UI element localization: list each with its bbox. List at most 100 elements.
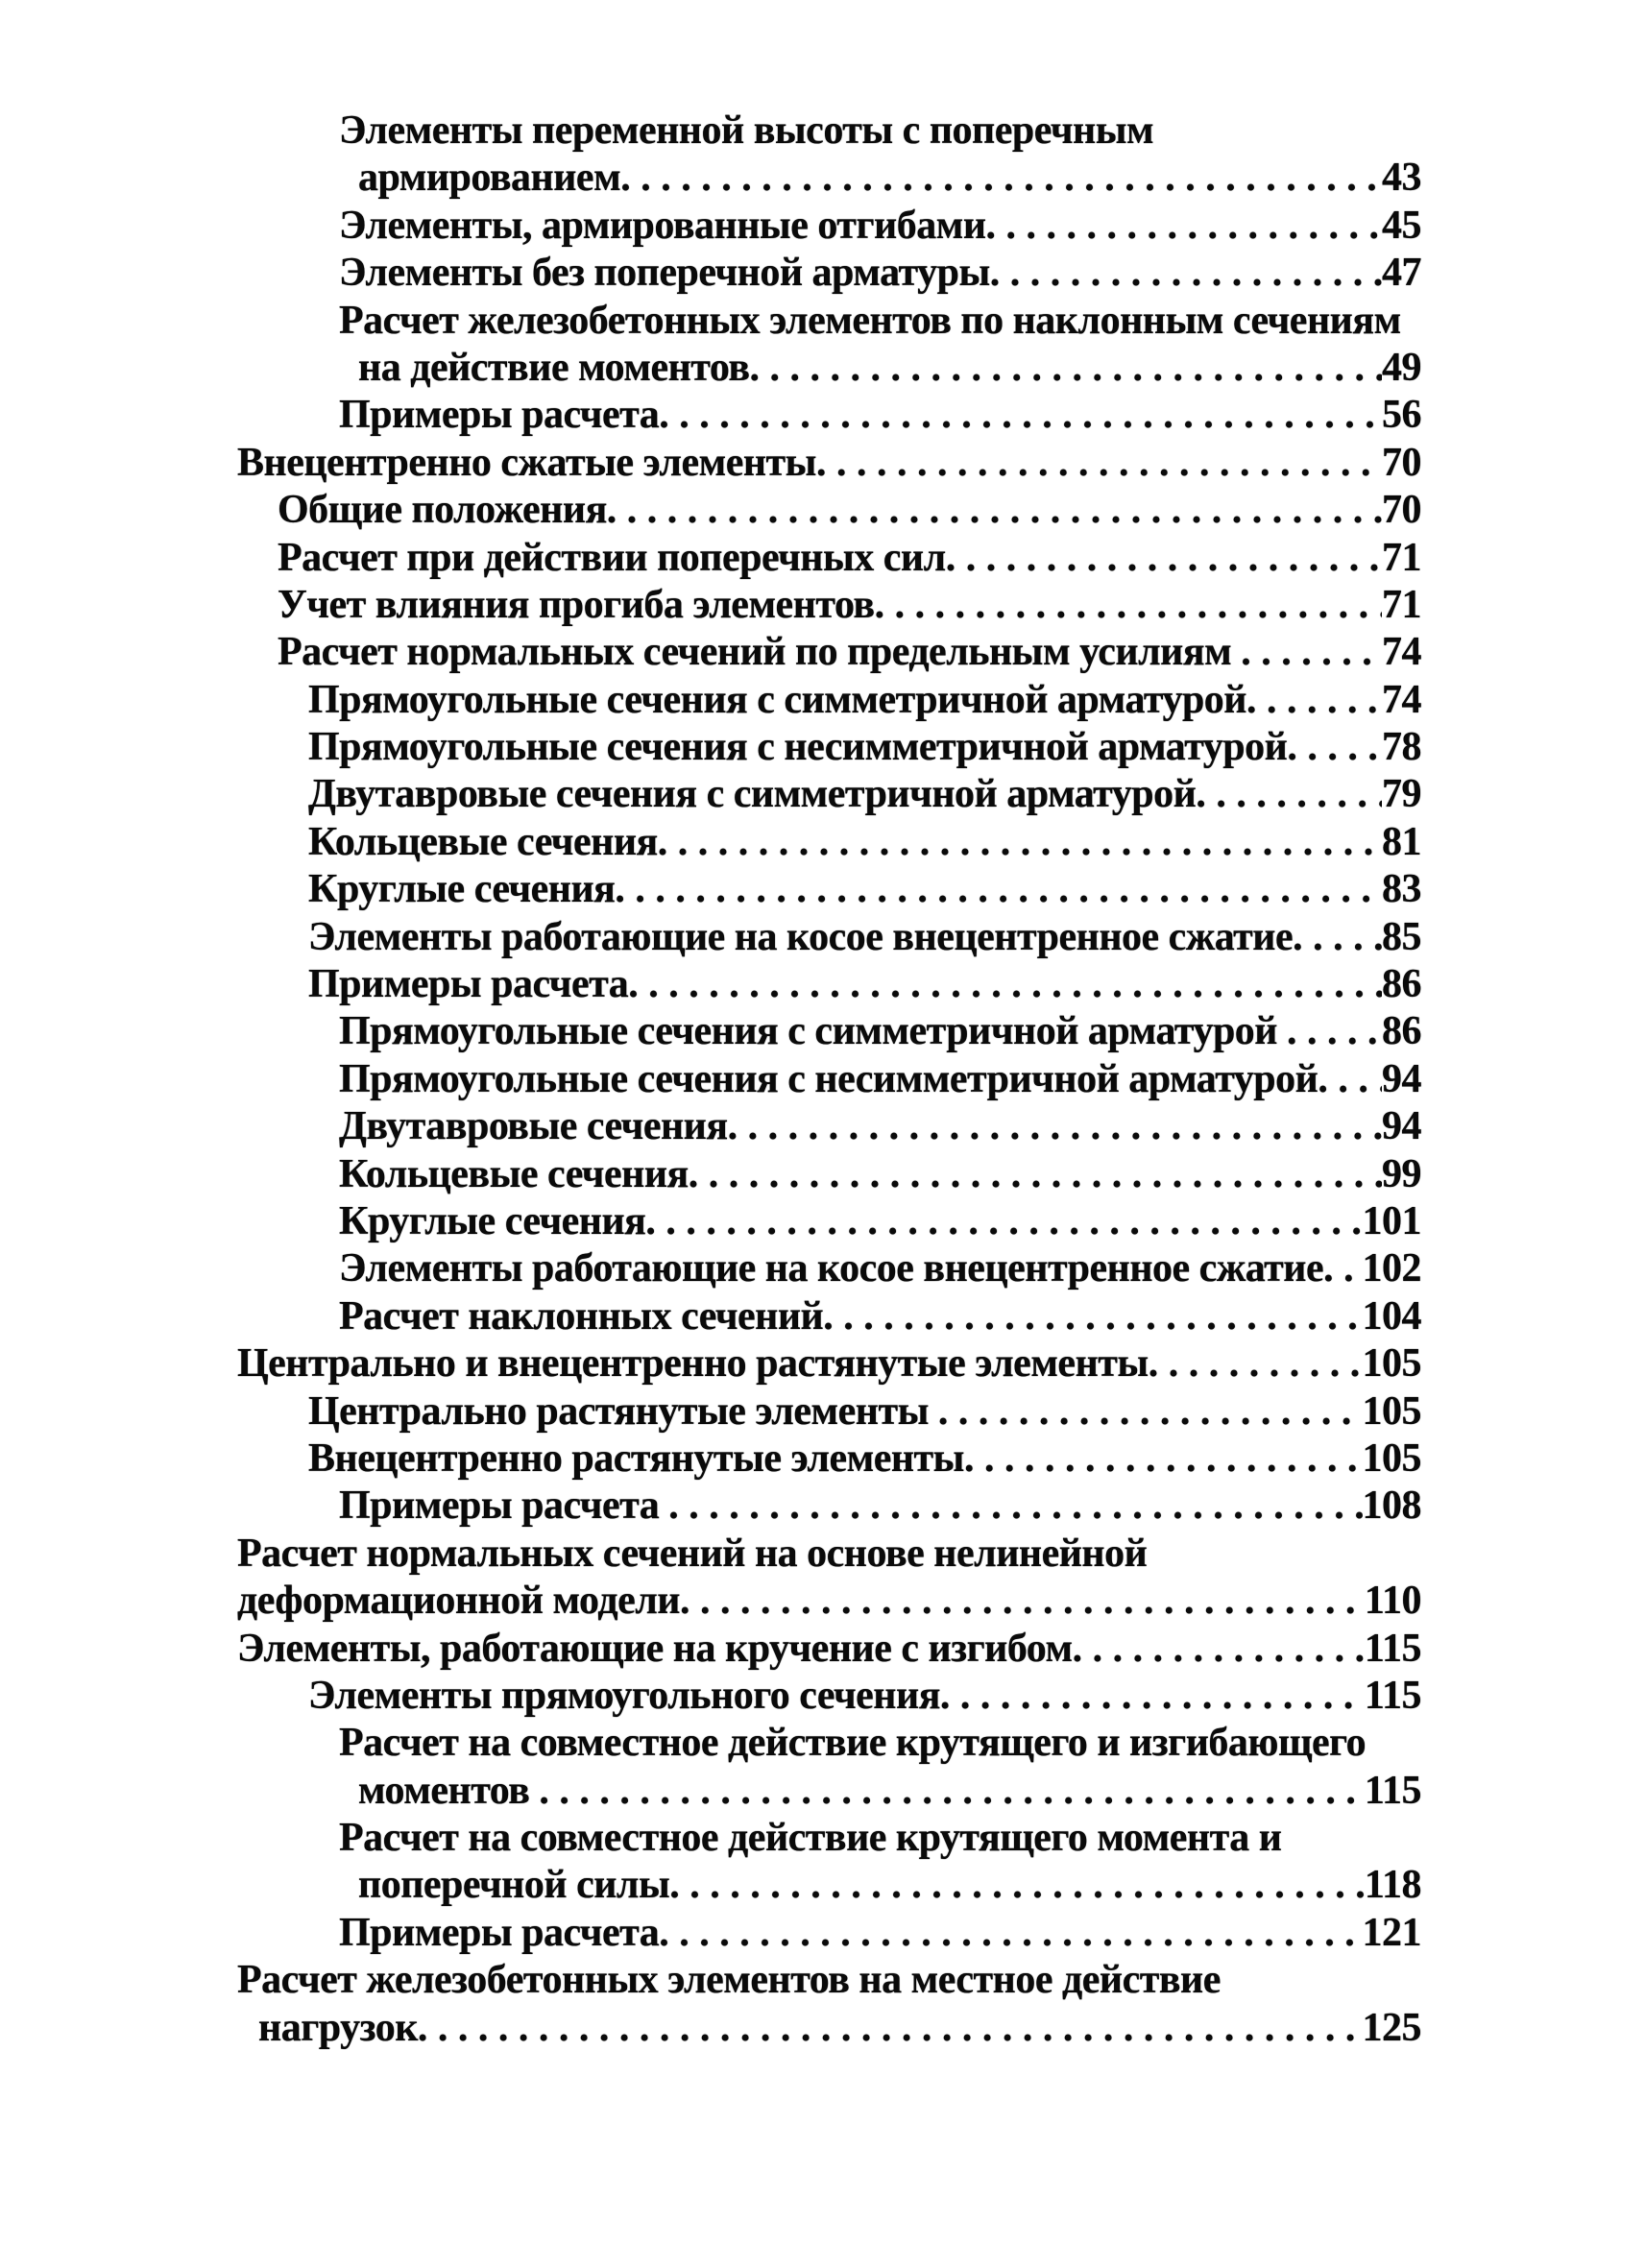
page-number: 118 bbox=[1364, 1863, 1422, 1908]
toc-line: Кольцевые сечения 99 bbox=[0, 1151, 1422, 1198]
toc-entry-text: моментов bbox=[358, 1768, 540, 1813]
page-number: 70 bbox=[1382, 440, 1422, 485]
toc-entry-text: Элементы, армированные отгибами bbox=[339, 203, 986, 248]
toc-entry-text: Круглые сечения bbox=[339, 1198, 646, 1243]
page-number: 49 bbox=[1382, 345, 1422, 390]
dot-leader bbox=[986, 203, 1382, 250]
toc-entry-text: Элементы прямоугольного сечения bbox=[308, 1673, 940, 1718]
toc-entry-text: Центрально растянутые элементы bbox=[308, 1388, 938, 1434]
toc-line: Расчет железобетонных элементов на местн… bbox=[0, 1957, 1421, 2004]
page-number: 105 bbox=[1362, 1388, 1422, 1434]
dot-leader bbox=[689, 1151, 1382, 1198]
dot-leader bbox=[946, 535, 1382, 582]
toc-line: Примеры расчета 121 bbox=[0, 1910, 1421, 1957]
toc-entry-text: Расчет при действии поперечных сил bbox=[278, 535, 946, 580]
dot-leader bbox=[938, 1388, 1363, 1436]
toc-entry-text: Расчет нормальных сечений на основе нели… bbox=[237, 1531, 1148, 1576]
page-number: 71 bbox=[1382, 582, 1422, 627]
toc-entry-text: Расчет наклонных сечений bbox=[339, 1293, 824, 1339]
toc-line: Расчет нормальных сечений на основе нели… bbox=[0, 1531, 1421, 1578]
page-number: 115 bbox=[1364, 1626, 1422, 1671]
toc-line: Внецентренно сжатые элементы 70 bbox=[0, 440, 1422, 487]
dot-leader bbox=[1246, 677, 1382, 724]
toc-line: Расчет на совместное действие крутящего … bbox=[0, 1815, 1421, 1862]
dot-leader bbox=[823, 1293, 1362, 1340]
toc-entry-text: Внецентренно сжатые элементы bbox=[237, 440, 816, 485]
page-number: 74 bbox=[1382, 630, 1422, 675]
toc-line: Элементы прямоугольного сечения 115 bbox=[0, 1673, 1422, 1720]
dot-leader bbox=[1149, 1340, 1363, 1387]
dot-leader bbox=[659, 1910, 1362, 1957]
toc-line: Прямоугольные сечения с симметричной арм… bbox=[0, 1008, 1422, 1055]
toc-line: Элементы, армированные отгибами 45 bbox=[0, 203, 1422, 250]
toc-line: Прямоугольные сечения с симметричной арм… bbox=[0, 677, 1422, 724]
dot-leader bbox=[1318, 1056, 1382, 1103]
toc-entry-text: Расчет нормальных сечений по предельным … bbox=[278, 630, 1242, 675]
toc-entry-text: поперечной силы bbox=[358, 1863, 670, 1908]
toc-entry-text: нагрузок bbox=[258, 2005, 418, 2050]
toc-line: Элементы без поперечной арматуры 47 bbox=[0, 250, 1422, 297]
dot-leader bbox=[659, 392, 1382, 439]
page-number: 99 bbox=[1382, 1151, 1422, 1196]
page-number: 70 bbox=[1382, 488, 1422, 533]
page-number: 101 bbox=[1362, 1198, 1422, 1243]
dot-leader bbox=[1323, 1245, 1362, 1292]
dot-leader bbox=[1287, 724, 1382, 771]
toc-line: Двутавровые сечения с симметричной армат… bbox=[0, 771, 1422, 818]
toc-list: Элементы переменной высоты с поперечным а… bbox=[0, 108, 1422, 2052]
toc-entry-text: Кольцевые сечения bbox=[339, 1151, 689, 1196]
page-number: 79 bbox=[1382, 772, 1422, 817]
toc-entry-text: Элементы работающие на косое внецентренн… bbox=[308, 914, 1294, 959]
toc-line: Расчет при действии поперечных сил 71 bbox=[0, 535, 1422, 582]
dot-leader bbox=[539, 1768, 1364, 1815]
toc-line: деформационной модели 110 bbox=[0, 1578, 1422, 1625]
page-number: 108 bbox=[1362, 1484, 1422, 1529]
toc-entry-text: Элементы, работающие на кручение с изгиб… bbox=[237, 1626, 1073, 1671]
toc-line: Учет влияния прогиба элементов 71 bbox=[0, 582, 1422, 629]
page-number: 125 bbox=[1362, 2005, 1422, 2050]
toc-entry-text: Центрально и внецентренно растянутые эле… bbox=[237, 1341, 1149, 1387]
toc-line: армированием 43 bbox=[0, 155, 1422, 202]
page-number: 86 bbox=[1382, 962, 1422, 1007]
toc-line: Элементы работающие на косое внецентренн… bbox=[0, 914, 1422, 961]
dot-leader bbox=[750, 345, 1383, 392]
toc-entry-text: Расчет на совместное действие крутящего … bbox=[339, 1721, 1367, 1766]
toc-entry-text: на действие моментов bbox=[358, 345, 750, 390]
toc-entry-text: Элементы работающие на косое внецентренн… bbox=[339, 1246, 1324, 1291]
page-number: 102 bbox=[1362, 1246, 1422, 1291]
toc-line: нагрузок 125 bbox=[0, 2005, 1421, 2052]
dot-leader bbox=[669, 1862, 1365, 1909]
dot-leader bbox=[628, 961, 1382, 1008]
dot-leader bbox=[658, 819, 1382, 866]
toc-line: Внецентренно растянутые элементы 105 bbox=[0, 1436, 1421, 1483]
page-number: 115 bbox=[1364, 1768, 1422, 1813]
dot-leader bbox=[1293, 914, 1382, 961]
dot-leader bbox=[680, 1578, 1365, 1625]
toc-line: Общие положения 70 bbox=[0, 487, 1422, 534]
page-number: 71 bbox=[1382, 535, 1422, 580]
toc-line: Расчет наклонных сечений 104 bbox=[0, 1293, 1421, 1340]
page-number: 83 bbox=[1382, 867, 1422, 912]
toc-line: моментов 115 bbox=[0, 1768, 1422, 1815]
dot-leader bbox=[615, 866, 1382, 913]
toc-entry-text: Кольцевые сечения bbox=[308, 819, 658, 864]
page-number: 56 bbox=[1382, 393, 1422, 438]
page-number: 105 bbox=[1362, 1341, 1422, 1387]
page-number: 105 bbox=[1362, 1436, 1422, 1481]
toc-line: Центрально и внецентренно растянутые эле… bbox=[0, 1340, 1421, 1387]
toc-line: Примеры расчета 86 bbox=[0, 961, 1422, 1008]
page-number: 78 bbox=[1382, 725, 1422, 770]
page-number: 94 bbox=[1382, 1056, 1422, 1101]
page-number: 121 bbox=[1362, 1910, 1422, 1955]
toc-line: на действие моментов 49 bbox=[0, 345, 1422, 392]
toc-entry-text: Примеры расчета bbox=[339, 393, 660, 438]
dot-leader bbox=[1073, 1626, 1365, 1673]
toc-line: Примеры расчета 108 bbox=[0, 1483, 1421, 1530]
toc-entry-text: Общие положения bbox=[278, 488, 607, 533]
toc-entry-text: деформационной модели bbox=[237, 1579, 681, 1624]
toc-line: Двутавровые сечения 94 bbox=[0, 1103, 1422, 1150]
dot-leader bbox=[645, 1198, 1362, 1245]
dot-leader bbox=[1196, 771, 1382, 818]
dot-leader bbox=[964, 1436, 1363, 1483]
